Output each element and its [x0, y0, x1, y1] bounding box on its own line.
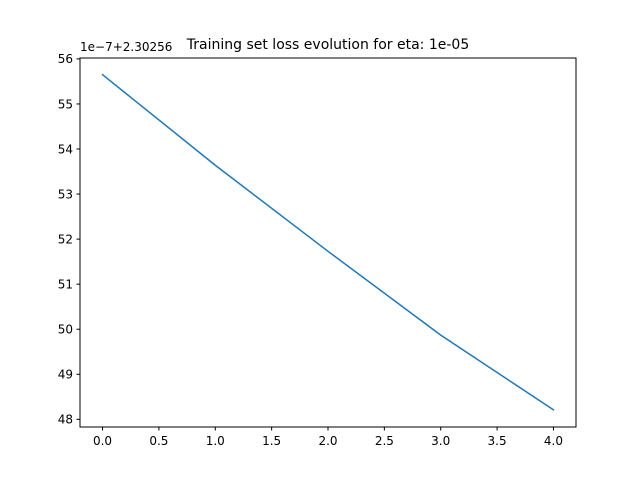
y-tick-label: 50	[58, 323, 73, 337]
x-tick-label: 1.5	[262, 434, 281, 448]
plot-area	[80, 58, 576, 427]
y-tick-label: 56	[58, 52, 73, 66]
y-axis-offset-label: 1e−7+2.30256	[80, 40, 172, 54]
y-tick-label: 54	[58, 142, 73, 156]
x-tick-label: 3.5	[488, 434, 507, 448]
x-tick-label: 2.0	[318, 434, 337, 448]
x-tick-label: 4.0	[544, 434, 563, 448]
series-group	[101, 73, 555, 411]
y-tick-label: 48	[58, 413, 73, 427]
y-tick-label: 53	[58, 187, 73, 201]
x-tick-label: 1.0	[206, 434, 225, 448]
y-tick-label: 52	[58, 232, 73, 246]
x-tick-label: 2.5	[375, 434, 394, 448]
y-tick-label: 55	[58, 97, 73, 111]
x-tick-label: 0.0	[93, 434, 112, 448]
chart-title: Training set loss evolution for eta: 1e-…	[186, 37, 469, 53]
x-tick-label: 3.0	[431, 434, 450, 448]
x-tick-label: 0.5	[149, 434, 168, 448]
plot-frame	[79, 57, 577, 428]
y-tick-label: 51	[58, 277, 73, 291]
x-axis-ticks: 0.0 0.5 1.0 1.5 2.0 2.5 3.0 3.5 4.0	[93, 427, 563, 448]
y-axis-ticks: 48 49 50 51 52 53 54 55 56	[58, 52, 80, 427]
y-tick-label: 49	[58, 368, 73, 382]
series-line	[101, 73, 555, 411]
